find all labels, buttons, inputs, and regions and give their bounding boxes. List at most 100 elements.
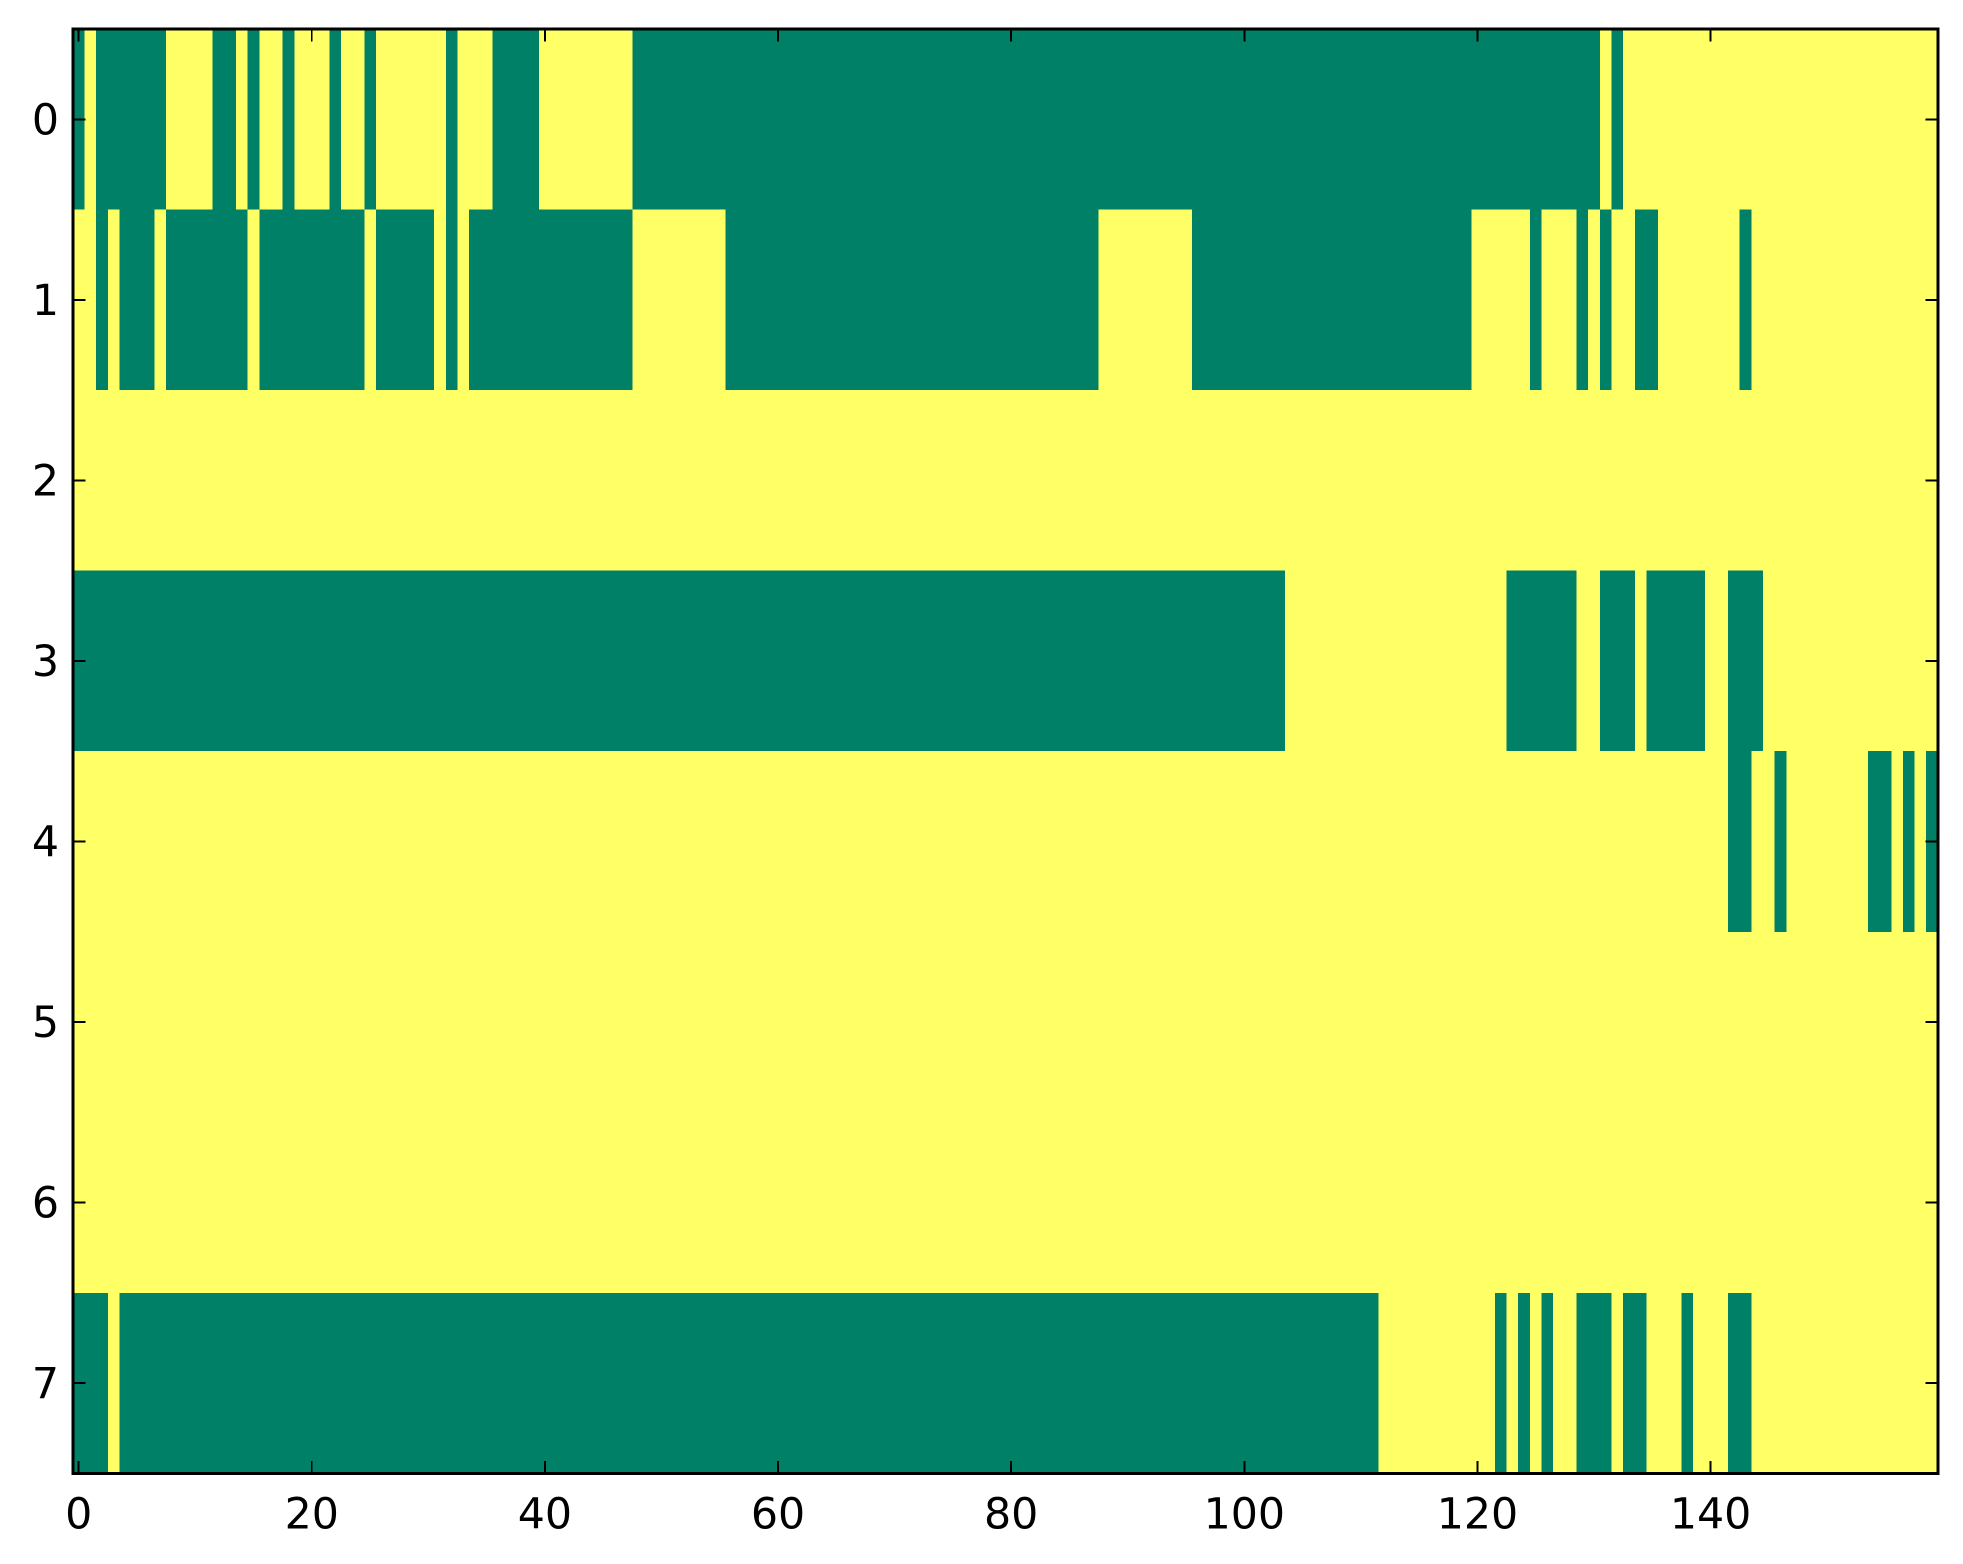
cell xyxy=(1902,570,1916,752)
cell xyxy=(1879,1112,1893,1294)
cell xyxy=(1902,931,1916,1114)
cell xyxy=(445,390,459,572)
cell xyxy=(1005,1112,1018,1294)
cell xyxy=(1355,751,1368,933)
cell xyxy=(1296,390,1310,572)
cell xyxy=(1320,209,1333,391)
cell xyxy=(1180,1112,1193,1294)
cell xyxy=(1646,390,1659,572)
cell xyxy=(993,1292,1007,1475)
cell xyxy=(1634,570,1648,752)
cell xyxy=(189,1112,202,1294)
cell xyxy=(539,1292,552,1475)
cell xyxy=(271,1112,284,1294)
cell xyxy=(107,209,121,391)
cell xyxy=(1378,1112,1391,1294)
cell xyxy=(352,390,366,572)
cell xyxy=(772,931,785,1114)
cell xyxy=(1786,390,1799,572)
cell xyxy=(1798,1292,1811,1475)
cell xyxy=(1728,1112,1741,1294)
cell xyxy=(760,209,773,391)
cell xyxy=(1529,390,1543,572)
cell xyxy=(1424,1112,1438,1294)
cell xyxy=(515,1112,529,1294)
cell xyxy=(329,1112,342,1294)
cell xyxy=(1261,390,1275,572)
cell xyxy=(434,570,447,752)
cell xyxy=(1296,209,1310,391)
cell xyxy=(1483,1112,1496,1294)
cell xyxy=(352,570,366,752)
cell xyxy=(1914,209,1927,391)
cell xyxy=(422,751,435,933)
cell xyxy=(1693,570,1706,752)
cell xyxy=(1110,29,1123,211)
cell xyxy=(807,1292,820,1475)
cell xyxy=(632,29,645,211)
cell xyxy=(539,751,552,933)
cell xyxy=(212,209,226,391)
cell xyxy=(1798,390,1811,572)
cell xyxy=(1879,931,1893,1114)
cell xyxy=(1611,1112,1624,1294)
cell xyxy=(1588,751,1601,933)
cell xyxy=(702,29,715,211)
cell xyxy=(982,209,995,391)
cell xyxy=(1786,29,1799,211)
cell xyxy=(1494,751,1508,933)
cell xyxy=(888,390,902,572)
cell xyxy=(1250,1112,1263,1294)
cell xyxy=(387,751,400,933)
cell xyxy=(1215,390,1228,572)
cell xyxy=(1285,29,1298,211)
cell xyxy=(830,390,843,572)
cell xyxy=(550,751,564,933)
cell xyxy=(364,29,377,211)
cell xyxy=(597,570,610,752)
cell xyxy=(364,390,377,572)
cell xyxy=(1506,209,1520,391)
cell xyxy=(737,570,750,752)
cell xyxy=(1471,390,1485,572)
cell xyxy=(1786,751,1799,933)
cell xyxy=(970,390,983,572)
cell xyxy=(585,751,599,933)
cell xyxy=(1156,1112,1170,1294)
cell xyxy=(317,751,331,933)
cell xyxy=(900,751,913,933)
cell xyxy=(609,570,622,752)
cell xyxy=(1390,570,1403,752)
cell xyxy=(201,209,214,391)
cell xyxy=(131,29,144,211)
cell xyxy=(1459,209,1473,391)
cell xyxy=(725,390,739,572)
cell xyxy=(305,1292,319,1475)
cell xyxy=(1366,1112,1380,1294)
cell xyxy=(1728,570,1741,752)
cell xyxy=(1413,570,1426,752)
cell xyxy=(96,209,109,391)
cell xyxy=(247,1292,261,1475)
cell xyxy=(842,1112,855,1294)
cell xyxy=(830,751,843,933)
cell xyxy=(131,570,144,752)
cell xyxy=(818,29,832,211)
cell xyxy=(597,1112,610,1294)
cell xyxy=(189,29,202,211)
cell xyxy=(1133,570,1146,752)
cell xyxy=(1180,209,1193,391)
cell xyxy=(340,29,354,211)
cell xyxy=(993,751,1007,933)
cell xyxy=(1331,1292,1345,1475)
x-tick-label: 0 xyxy=(65,1490,92,1540)
cell xyxy=(865,390,878,572)
cell xyxy=(1180,931,1193,1114)
cell xyxy=(807,209,820,391)
cell xyxy=(107,931,121,1114)
cell xyxy=(550,209,564,391)
cell xyxy=(1623,1112,1636,1294)
cell xyxy=(1168,29,1181,211)
cell xyxy=(877,29,890,211)
cell xyxy=(1413,751,1426,933)
